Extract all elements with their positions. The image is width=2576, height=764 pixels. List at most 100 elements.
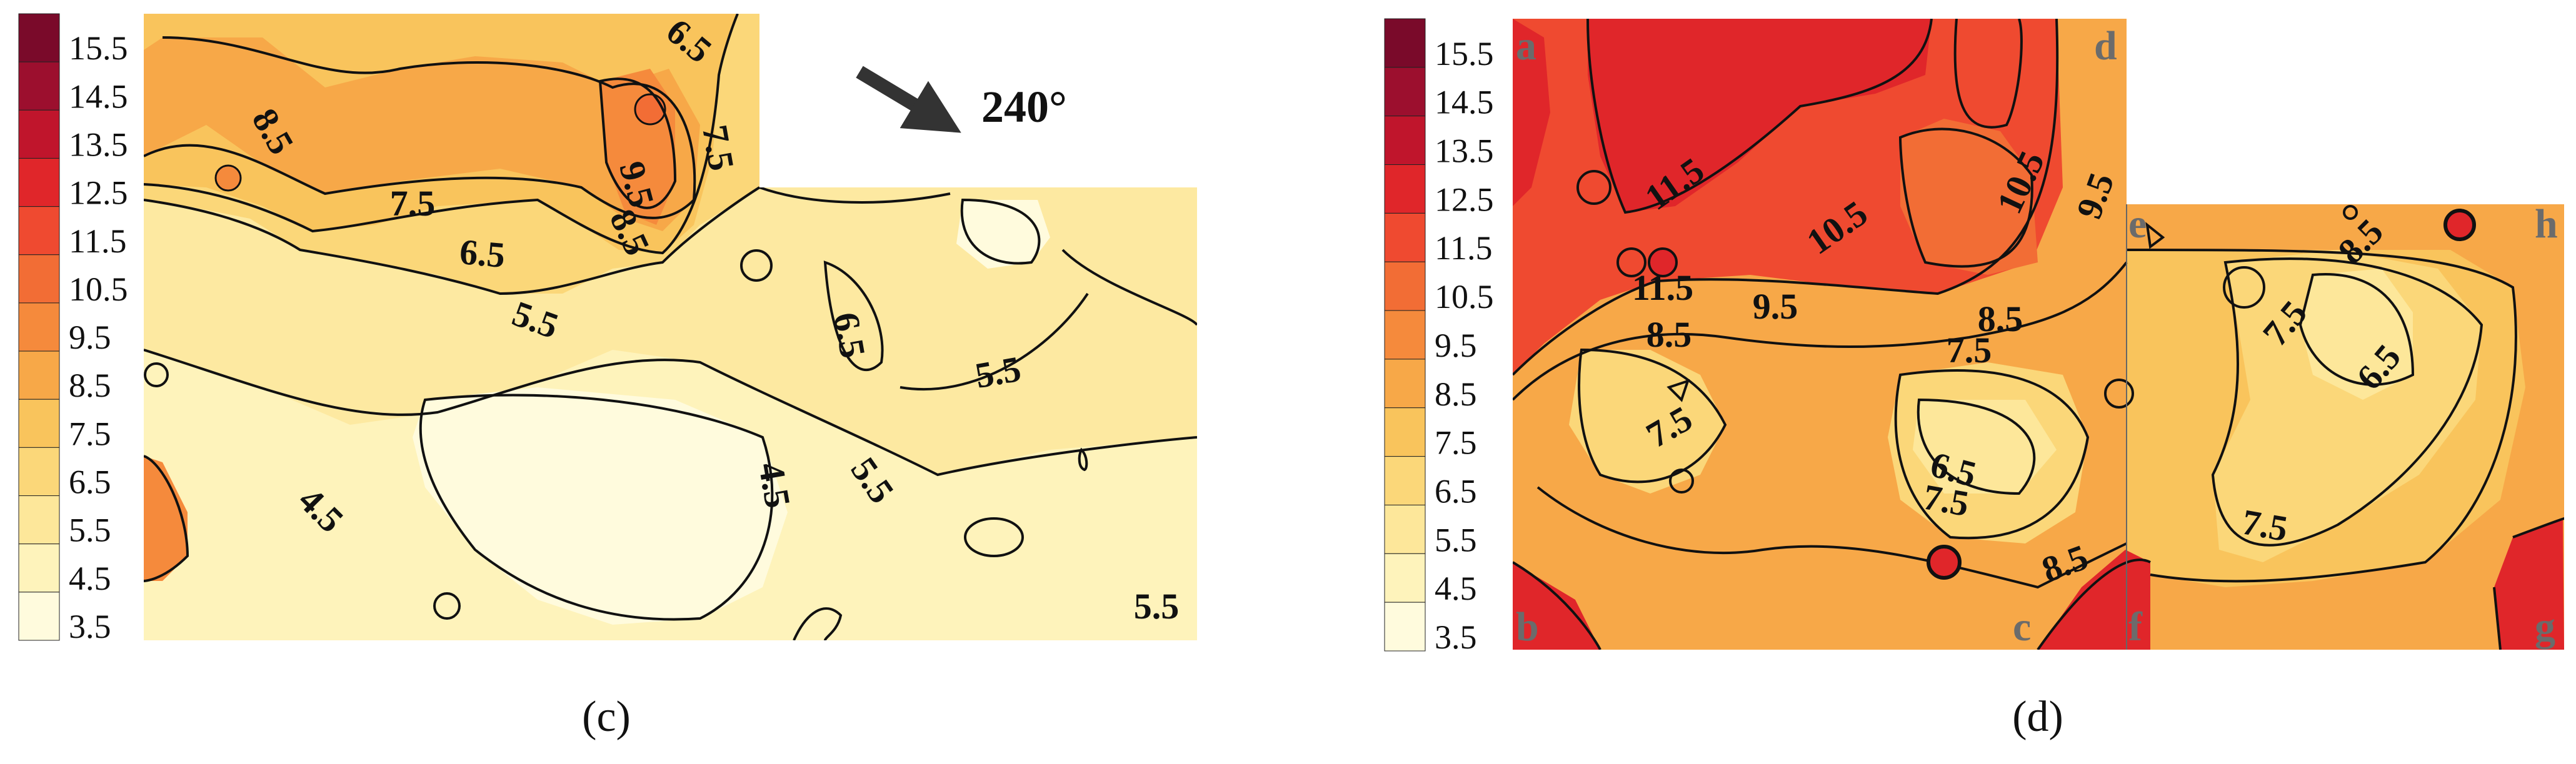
corner-label: f (2128, 604, 2143, 650)
colorbar-swatch (18, 447, 60, 497)
colorbar-tick-label: 10.5 (69, 270, 128, 308)
contour-ring-c-4 (433, 592, 461, 620)
colorbar-swatch (1384, 456, 1426, 505)
contour-line-d-14 (2493, 517, 2564, 650)
contour-line-d-7 (1917, 398, 2036, 495)
contour-region-d-bottom-g (2494, 518, 2564, 650)
contour-line-d-3 (1898, 127, 2033, 268)
colorbar-tick-label: 3.5 (69, 608, 111, 645)
colorbar-tick-label: 6.5 (1435, 472, 1477, 510)
contour-region-d-bottom-left (1513, 562, 1600, 650)
contour-label: 8.5 (1646, 314, 1692, 355)
hotspot-d-1 (1648, 247, 1678, 277)
colorbar-tick-label: 14.5 (1435, 84, 1494, 121)
colorbar-swatch (1384, 310, 1426, 360)
contour-ring-d-10 (2145, 222, 2165, 249)
corner-label: b (1516, 604, 1539, 650)
wind-arrow-icon (856, 66, 961, 133)
contour-label: 9.5 (1753, 286, 1798, 327)
hotspot-c-1 (634, 93, 666, 126)
caption-d: (d) (2012, 693, 2063, 741)
contour-line-c-11 (793, 607, 843, 640)
contour-region-d-left-edge (1513, 19, 1550, 206)
contour-region-c-left (144, 456, 188, 581)
contour-line-d-15 (1953, 19, 2023, 129)
colorbar-swatch (1384, 18, 1426, 68)
colorbar-swatch (1384, 212, 1426, 262)
caption-c: (c) (582, 693, 631, 741)
contour-line-c-9 (759, 186, 1197, 391)
contour-ring-d-6 (2223, 266, 2265, 309)
colorbar-swatch (18, 543, 60, 593)
colorbar-swatch (18, 302, 60, 352)
colorbar-tick-label: 5.5 (69, 512, 111, 549)
colorbar-tick-label: 12.5 (1435, 181, 1494, 218)
contour-line-c-1 (144, 186, 761, 295)
corner-label: g (2535, 604, 2555, 650)
colorbar-swatch (1384, 164, 1426, 214)
contour-line-c-10 (144, 455, 189, 582)
colorbar-swatch (1384, 116, 1426, 166)
colorbar-tick-label: 4.5 (1435, 570, 1477, 607)
colorbar-swatch (18, 109, 60, 159)
contour-ring-d-2 (1616, 247, 1646, 277)
colorbar-tick-label: 5.5 (1435, 521, 1477, 558)
contour-line-c-3 (144, 36, 696, 219)
contour-line-c-2 (144, 14, 739, 255)
corner-label: a (1516, 23, 1536, 69)
colorbar-tick-label: 14.5 (69, 77, 128, 115)
contour-line-d-13 (2037, 558, 2151, 650)
contour-label: 4.5 (751, 459, 799, 511)
corner-label: d (2094, 23, 2117, 69)
contour-line-d-2 (1586, 19, 1933, 214)
colorbar-c: 15.5 14.5 13.5 12.5 11.5 10.5 9.5 8.5 7.5 6.5 5.5 4… (18, 13, 128, 645)
colorbar-tick-label: 8.5 (69, 367, 111, 404)
colorbar-swatch (18, 495, 60, 545)
colorbar-swatch (1384, 602, 1426, 652)
contour-label: 8.5 (1978, 299, 2023, 339)
colorbar-swatch (1384, 553, 1426, 603)
colorbar-swatch (1384, 67, 1426, 117)
colorbar-swatch (18, 399, 60, 448)
contour-ring-d-5 (2104, 379, 2134, 409)
wind-direction: 240° (856, 66, 1067, 133)
contour-region-c-4-5 (413, 387, 788, 625)
contour-line-d-11 (2126, 249, 2517, 583)
contour-line-c-6 (419, 394, 774, 621)
contour-line-c-8 (823, 260, 884, 371)
contour-line-d-6 (1894, 369, 2090, 540)
colorbar-swatch (1384, 504, 1426, 554)
contour-region-d-right-7-5 (2213, 250, 2482, 562)
contour-ring-c-2 (144, 362, 169, 387)
colorbar-swatch (18, 254, 60, 304)
contour-line-d-1 (1513, 19, 2059, 376)
contour-line-c-5 (144, 349, 1197, 477)
colorbar-tick-label: 8.5 (1435, 375, 1477, 413)
colorbar-tick-label: 13.5 (69, 126, 128, 163)
contour-line-d-12 (1513, 561, 1601, 650)
contour-region-d-6-5 (1913, 400, 2057, 494)
contour-ring-c-1 (740, 249, 773, 282)
hotspot-d-2 (2445, 210, 2475, 240)
contour-line-d-5 (1578, 348, 1727, 484)
colorbar-swatch (1384, 261, 1426, 311)
contour-ring-c-3 (964, 517, 1024, 557)
colorbar-tick-label: 12.5 (69, 174, 128, 212)
colorbar-tick-label: 10.5 (1435, 278, 1494, 315)
contour-label: 7.5 (694, 122, 743, 174)
wind-label: 240° (981, 82, 1067, 132)
contour-line-d-4 (1513, 261, 2128, 401)
contour-label: 7.5 (390, 183, 436, 224)
contour-label: 5.5 (1134, 586, 1180, 627)
colorbar-tick-label: 7.5 (1435, 424, 1477, 462)
colorbar-tick-label: 9.5 (1435, 327, 1477, 364)
contour-map-d: 11.510.510.5 9.511.5 9.58.5 8.57.57.56.57.5… (1513, 19, 2564, 650)
colorbar-swatch (1384, 407, 1426, 457)
contour-label: 7.5 (2239, 501, 2291, 549)
contour-line-d-8 (1536, 486, 2127, 589)
contour-line-d-9 (2211, 257, 2483, 547)
colorbar-tick-label: 11.5 (69, 222, 127, 260)
colorbar-tick-label: 15.5 (69, 29, 128, 67)
colorbar-d: 15.5 14.5 13.5 12.5 11.5 10.5 9.5 8.5 7.5 6.5 5.5 4… (1384, 18, 1494, 656)
